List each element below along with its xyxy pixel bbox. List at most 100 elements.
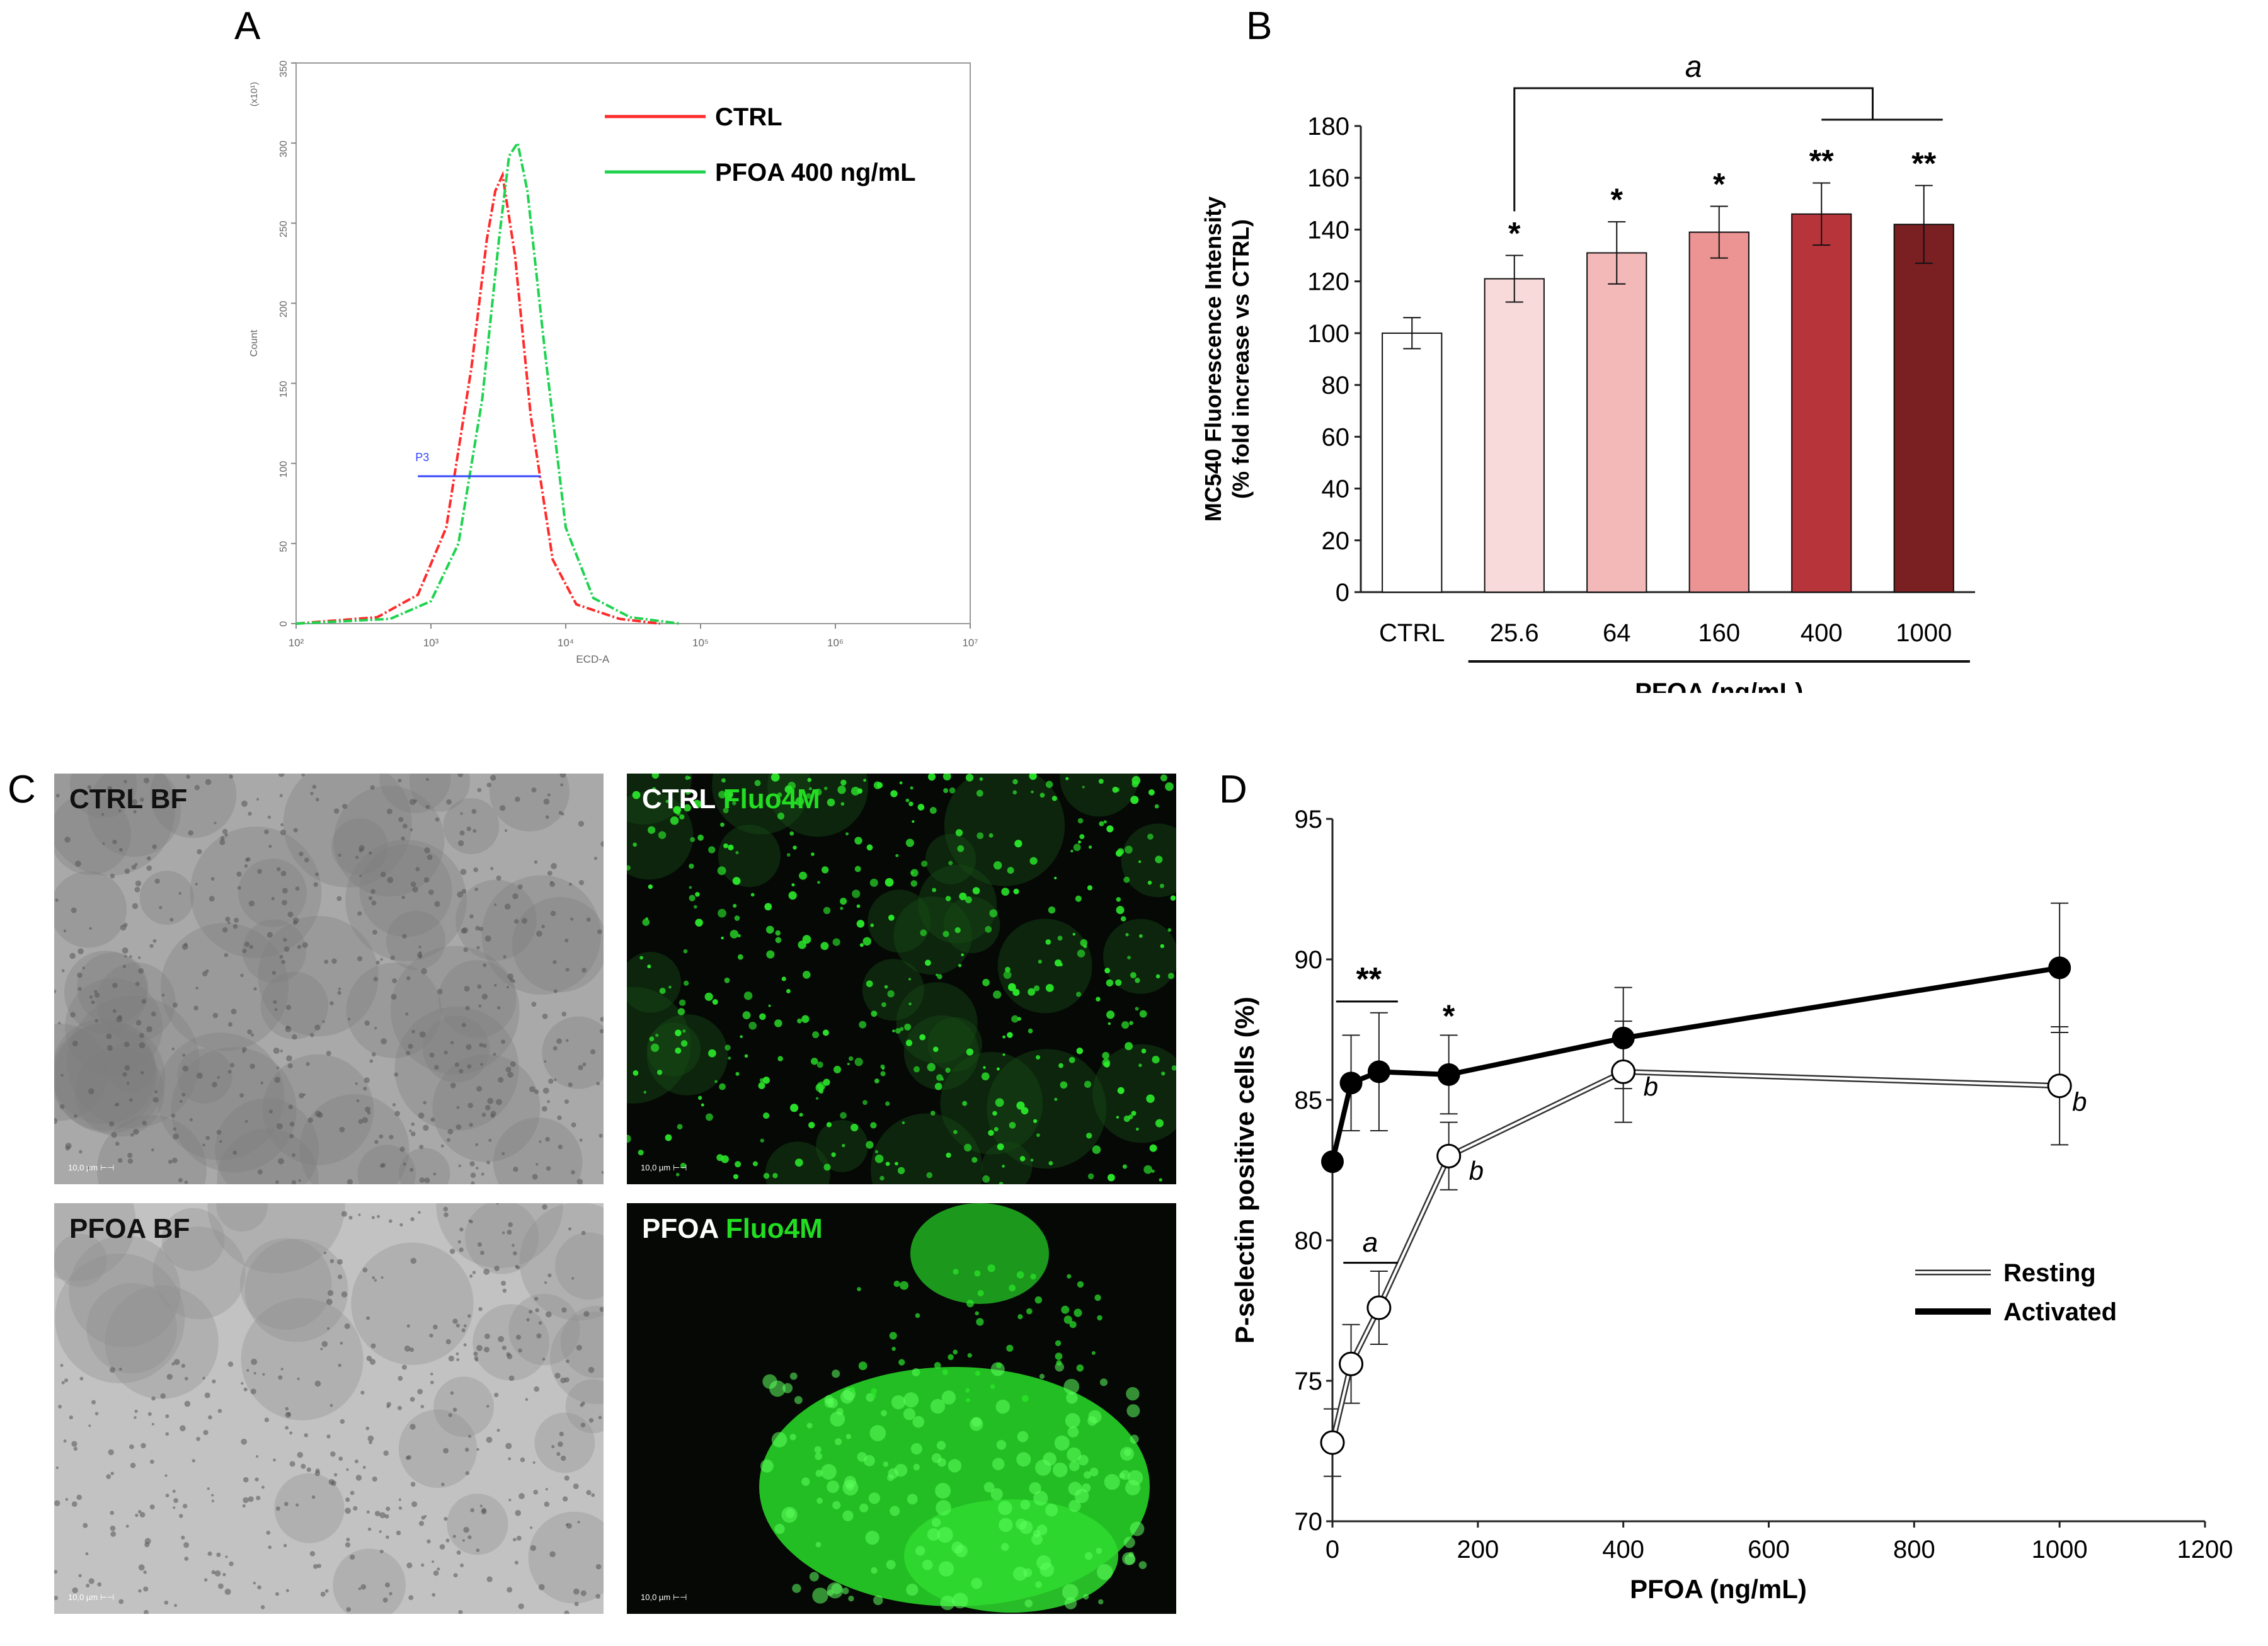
cell-dot bbox=[207, 1487, 210, 1490]
x-tick-label: 200 bbox=[1457, 1536, 1499, 1563]
cell-dot bbox=[399, 1146, 405, 1152]
cell-dot bbox=[544, 1281, 547, 1284]
fluo-haze bbox=[896, 982, 978, 1064]
fluo-dot bbox=[1107, 1174, 1115, 1182]
fluo-dot bbox=[827, 798, 835, 807]
cell-cluster bbox=[391, 946, 520, 1075]
fluo-dot bbox=[697, 834, 704, 841]
cell-dot bbox=[559, 774, 566, 778]
cell-dot bbox=[139, 1032, 144, 1038]
cell-dot bbox=[520, 1457, 525, 1463]
fluo-dot bbox=[876, 782, 883, 789]
cell-dot bbox=[424, 1177, 430, 1184]
cell-dot bbox=[420, 1405, 425, 1409]
cell-dot bbox=[54, 1570, 58, 1574]
fluo-dot bbox=[1055, 1340, 1062, 1346]
cell-dot bbox=[381, 1038, 387, 1044]
significance-label: ** bbox=[1911, 146, 1936, 181]
fluo-dot bbox=[1084, 1552, 1093, 1560]
fluo-dot bbox=[823, 1078, 830, 1086]
fluo-dot bbox=[763, 1172, 770, 1179]
fluo-haze bbox=[862, 959, 924, 1021]
cell-dot bbox=[295, 1503, 299, 1507]
fluo-dot bbox=[818, 1089, 824, 1094]
fluo-dot bbox=[1019, 1156, 1026, 1162]
cell-dot bbox=[564, 1377, 570, 1383]
cell-dot bbox=[287, 1063, 293, 1068]
cell-dot bbox=[358, 848, 364, 853]
cell-dot bbox=[394, 1111, 400, 1116]
annotation-b-label: b bbox=[2072, 1087, 2087, 1117]
cell-dot bbox=[512, 893, 518, 900]
fluo-dot bbox=[1138, 934, 1143, 938]
cell-dot bbox=[208, 1415, 212, 1420]
cell-dot bbox=[164, 1600, 169, 1605]
fluo-dot bbox=[885, 1101, 890, 1106]
fluo-dot bbox=[922, 1559, 933, 1570]
fluo-dot bbox=[774, 1523, 785, 1535]
cell-dot bbox=[542, 1013, 548, 1019]
fluo-dot bbox=[1126, 1386, 1140, 1401]
fluo-dot bbox=[649, 1036, 655, 1042]
cell-dot bbox=[484, 935, 491, 942]
cell-dot bbox=[580, 1422, 586, 1427]
cell-dot bbox=[244, 941, 250, 947]
fluo-dot bbox=[1116, 906, 1125, 915]
fluo-dot bbox=[1045, 939, 1051, 945]
fluo-dot bbox=[874, 1150, 879, 1154]
fluo-dot bbox=[788, 781, 796, 790]
cell-dot bbox=[143, 1570, 147, 1574]
cell-dot bbox=[152, 1097, 159, 1103]
y-tick-label: 95 bbox=[1295, 806, 1323, 833]
x-tick-label: 64 bbox=[1603, 619, 1631, 647]
fluo-dot bbox=[793, 845, 797, 850]
cell-dot bbox=[248, 1496, 254, 1502]
cell-dot bbox=[60, 1073, 64, 1077]
fluo-dot bbox=[1057, 935, 1063, 941]
fluo-dot bbox=[675, 1172, 680, 1177]
fluo-dot bbox=[948, 860, 953, 866]
cell-dot bbox=[418, 1521, 425, 1526]
fluo-dot bbox=[1031, 1533, 1043, 1545]
cell-dot bbox=[237, 886, 241, 890]
fluo-dot bbox=[1106, 825, 1114, 833]
fluo-dot bbox=[900, 1281, 909, 1290]
fluo-dot bbox=[1068, 1460, 1080, 1472]
cell-dot bbox=[326, 1298, 333, 1305]
cell-dot bbox=[350, 1554, 355, 1560]
fluo-dot bbox=[1120, 1446, 1134, 1461]
fluo-dot bbox=[914, 1066, 920, 1073]
fluo-dot bbox=[1129, 1020, 1133, 1026]
fluo-dot bbox=[789, 1372, 798, 1380]
cell-dot bbox=[401, 1364, 407, 1370]
cell-dot bbox=[410, 1397, 415, 1402]
fluo-dot bbox=[934, 1082, 942, 1090]
cell-cluster bbox=[433, 1376, 495, 1437]
cell-dot bbox=[559, 1431, 564, 1437]
cell-dot bbox=[274, 1008, 278, 1011]
fluo-dot bbox=[857, 1287, 861, 1291]
cell-dot bbox=[463, 947, 468, 952]
fluo-dot bbox=[1065, 1413, 1080, 1429]
fluo-dot bbox=[1149, 1144, 1157, 1152]
y-tick-label: 70 bbox=[1295, 1508, 1323, 1536]
fluo-dot bbox=[908, 978, 912, 981]
fluo-dot bbox=[777, 812, 785, 820]
cell-dot bbox=[309, 1032, 314, 1037]
fluo-dot bbox=[1076, 1048, 1084, 1054]
fluo-dot bbox=[1045, 983, 1054, 992]
significance-label: * bbox=[1611, 182, 1624, 217]
cell-dot bbox=[460, 869, 467, 876]
cell-dot bbox=[541, 1106, 547, 1112]
cell-dot bbox=[216, 1552, 221, 1557]
fluo-dot bbox=[718, 791, 726, 799]
fluo-dot bbox=[842, 1480, 859, 1496]
fluo-dot bbox=[735, 1072, 740, 1076]
x-tick-label: 1200 bbox=[2177, 1536, 2233, 1563]
fluo-dot bbox=[781, 1507, 798, 1523]
cell-dot bbox=[110, 1525, 116, 1531]
cell-dot bbox=[54, 989, 57, 993]
cell-dot bbox=[122, 1072, 127, 1077]
fluo-dot bbox=[801, 1015, 810, 1023]
fluo-dot bbox=[689, 863, 694, 869]
